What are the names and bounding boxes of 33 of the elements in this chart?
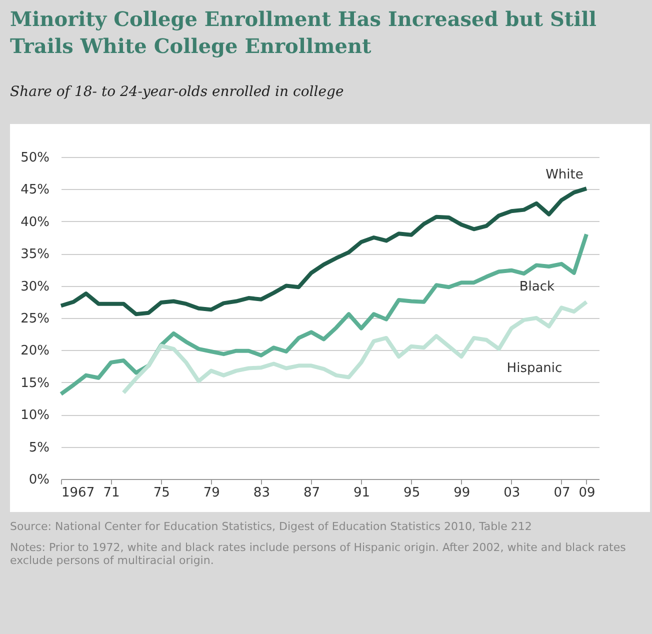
x-tick-label: 1967: [62, 486, 95, 500]
x-tick-label: 71: [103, 486, 120, 500]
y-tick-label: 0%: [28, 472, 50, 488]
y-tick-label: 30%: [20, 279, 50, 294]
line-series: [59, 186, 588, 316]
x-tick-label: 91: [354, 486, 370, 500]
series-label: White: [546, 168, 584, 183]
x-tick-label: 07: [554, 486, 570, 500]
y-tick-label: 40%: [20, 214, 50, 230]
y-tick-label: 25%: [20, 312, 50, 326]
x-tick-label: 75: [153, 486, 170, 500]
y-tick-label: 5%: [28, 440, 50, 456]
series-label: Hispanic: [506, 360, 562, 376]
chart-subtitle: Share of 18- to 24-year-olds enrolled in college: [10, 84, 344, 100]
x-tick-label: 95: [404, 486, 420, 500]
series-label: Black: [519, 279, 556, 294]
x-tick-label: 99: [454, 486, 470, 500]
y-tick-label: 45%: [20, 182, 50, 198]
x-tick-label: 79: [203, 486, 220, 500]
x-tick-label: 83: [253, 486, 270, 500]
x-tick-label: 87: [303, 486, 320, 500]
y-tick-label: 20%: [20, 344, 50, 359]
y-tick-label: 50%: [20, 150, 50, 166]
chart-title: Minority College Enrollment Has Increased but Still Trails White College Enrollment: [10, 6, 598, 60]
y-tick-label: 15%: [20, 376, 50, 391]
line-series: [122, 300, 588, 395]
line-series: [59, 232, 588, 396]
y-tick-label: 10%: [20, 408, 50, 424]
x-tick-label: 09: [578, 486, 596, 500]
x-tick-label: 03: [504, 486, 520, 500]
text: Notes: Prior to 1972, white and black rates include persons of Hispanic origin. After 2002, white and black rates exclude persons of multiracial origin.: [10, 541, 627, 567]
source-note: Source: National Center for Education Statistics, Digest of Education Statistics 2010, Table 212: [10, 520, 533, 533]
y-tick-label: 35%: [20, 247, 50, 262]
